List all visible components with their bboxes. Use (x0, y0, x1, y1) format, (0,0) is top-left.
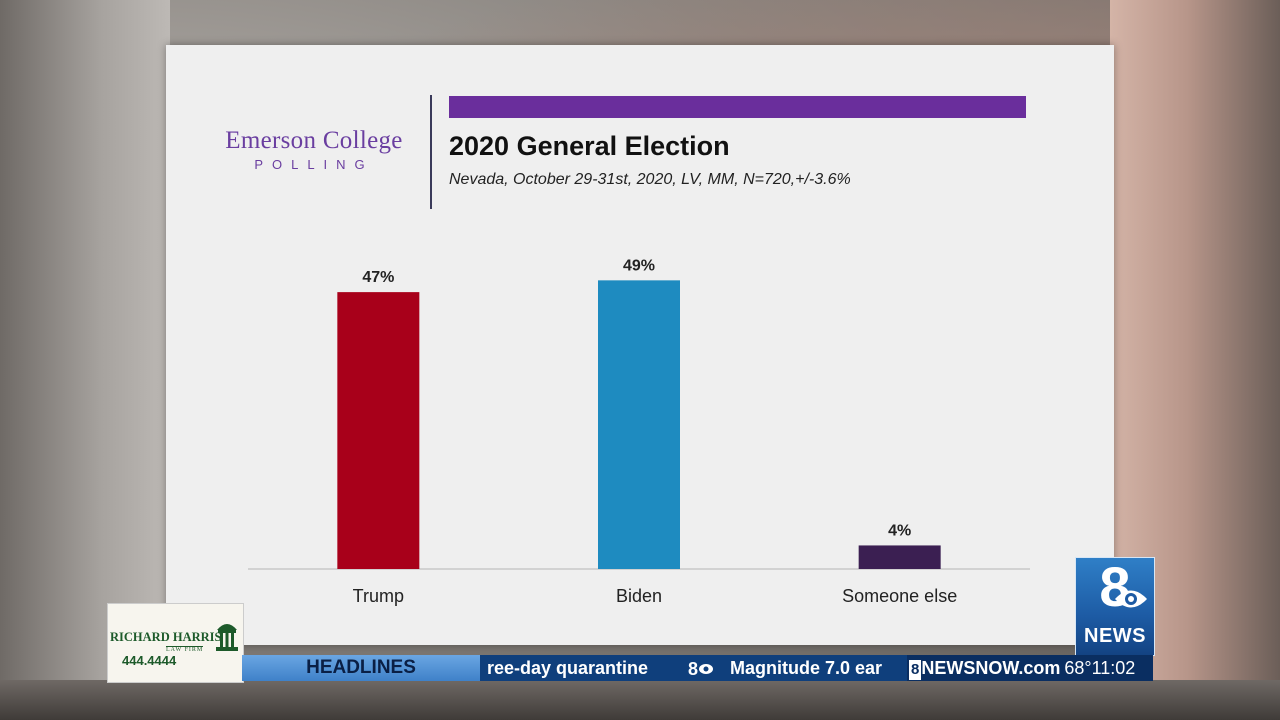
station-logo-text: NEWS (1084, 625, 1146, 647)
tick-label-someone-else: Someone else (842, 586, 957, 606)
ticker-site: 8 NEWSNOW.com 68°11:02 (907, 655, 1153, 681)
sponsor-name: RICHARD HARRIS (110, 630, 222, 644)
logo-line1: Emerson College (225, 127, 403, 154)
bar-someone-else (858, 545, 941, 569)
bar-chart: 47% Trump 49% Biden 4% Someone else (248, 257, 1030, 606)
sponsor-subtitle: LAW FIRM (166, 646, 204, 653)
data-label-biden: 49% (623, 257, 655, 274)
emerson-logo: Emerson College POLLING (216, 127, 412, 172)
temperature: 68° (1064, 658, 1092, 678)
header-divider (430, 95, 432, 209)
accent-bar (449, 96, 1026, 118)
site-name: NEWSNOW.com (921, 658, 1061, 678)
tick-label-trump: Trump (353, 586, 404, 606)
data-label-someone-else: 4% (888, 522, 911, 539)
building-icon (216, 624, 238, 651)
ticker-headline-2: Magnitude 7.0 ear (730, 658, 883, 678)
background-bottom (0, 680, 1280, 720)
bar-trump (337, 292, 420, 569)
sponsor-ad: RICHARD HARRIS LAW FIRM 444.4444 (107, 603, 244, 683)
background-left (0, 0, 170, 720)
bar-biden (598, 280, 680, 569)
ticker-headline-1: ree-day quarantine (487, 658, 649, 678)
svg-text:8: 8 (688, 659, 698, 678)
ticker-label: HEADLINES (242, 655, 480, 681)
logo-line2: POLLING (254, 157, 374, 172)
clock-time: 11:02 (1091, 658, 1136, 678)
chart-title: 2020 General Election (449, 131, 730, 161)
8-cbs-icon: 8 (688, 659, 713, 678)
news-ticker: HEADLINES ree-day quarantine 8 Magnitude… (242, 655, 1153, 681)
cbs-eye-icon (1115, 590, 1147, 608)
chart-subtitle: Nevada, October 29-31st, 2020, LV, MM, N… (449, 171, 851, 188)
station-logo-number: 8 (1099, 555, 1131, 618)
tick-label-biden: Biden (616, 586, 662, 606)
site-badge: 8 (909, 660, 922, 680)
sponsor-phone: 444.4444 (122, 653, 177, 668)
station-logo: 8 NEWS (1075, 555, 1155, 656)
poll-slide: Emerson College POLLING 2020 General Ele… (166, 45, 1114, 645)
data-label-trump: 47% (362, 269, 394, 286)
